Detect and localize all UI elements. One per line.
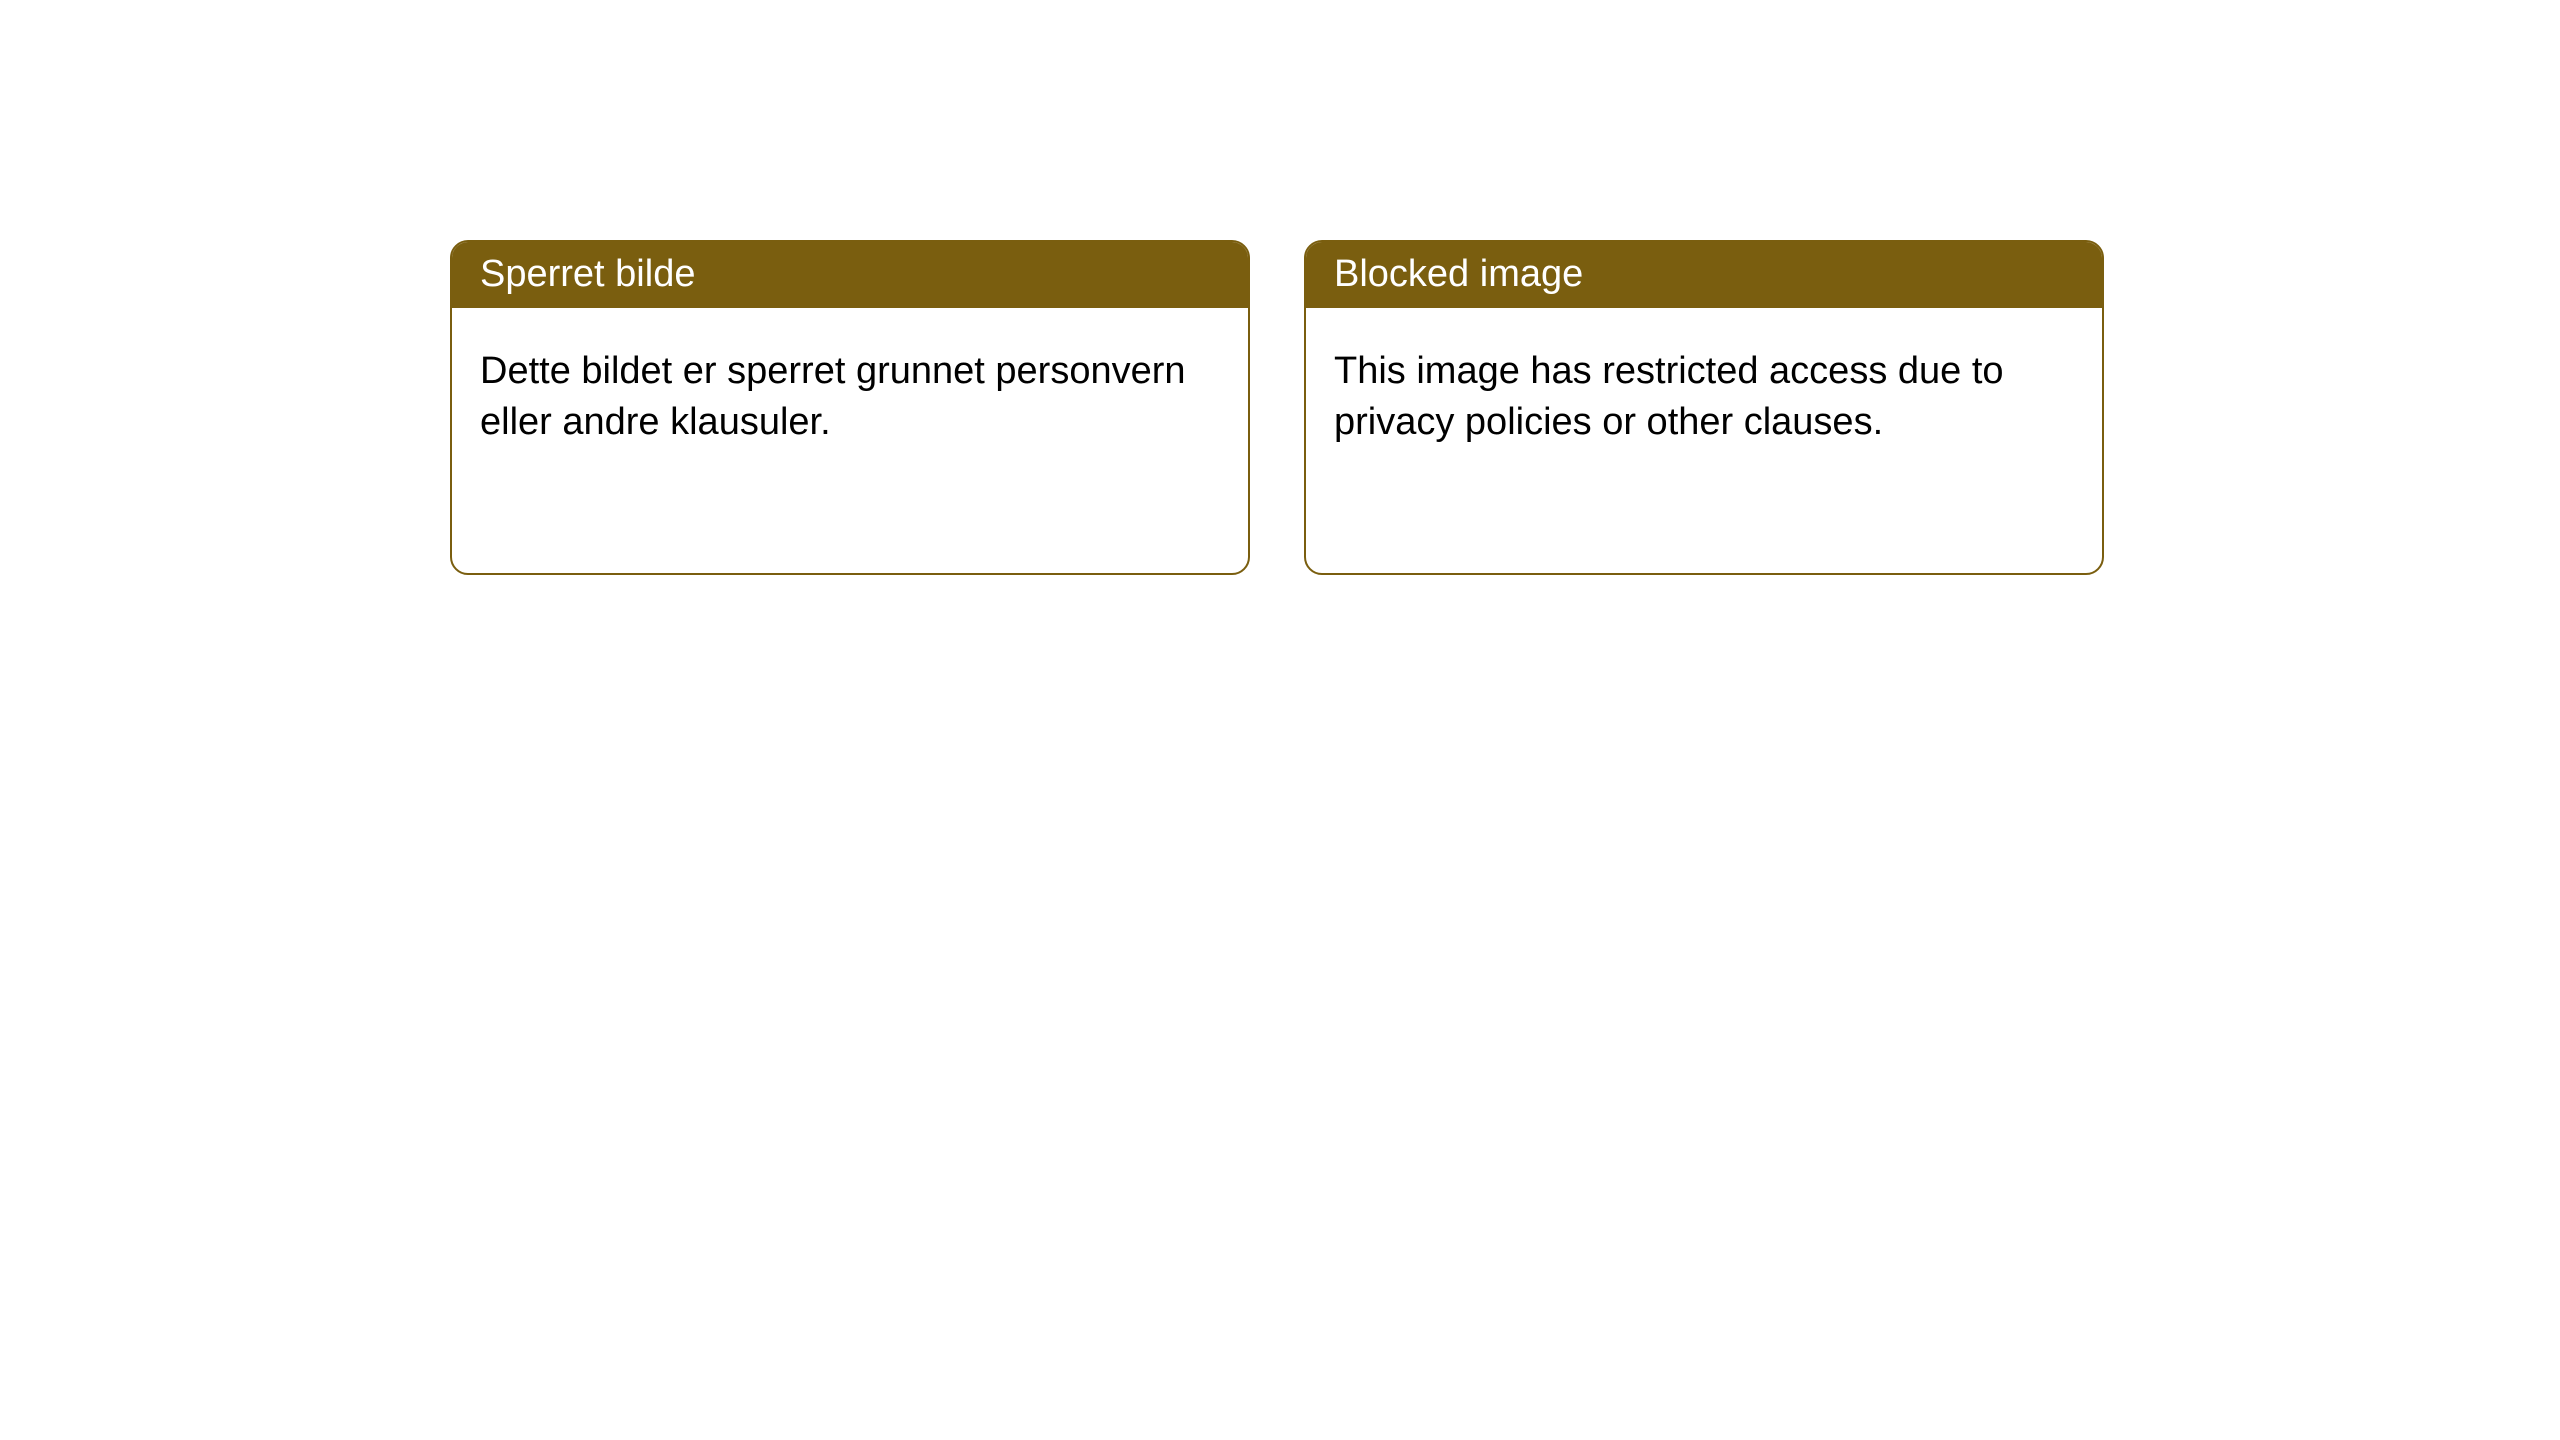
notice-header: Sperret bilde xyxy=(452,242,1248,308)
notice-title: Blocked image xyxy=(1334,253,1583,295)
notice-header: Blocked image xyxy=(1306,242,2102,308)
notice-container: Sperret bilde Dette bildet er sperret gr… xyxy=(450,240,2104,575)
notice-message: Dette bildet er sperret grunnet personve… xyxy=(480,350,1186,443)
notice-box-norwegian: Sperret bilde Dette bildet er sperret gr… xyxy=(450,240,1250,575)
notice-body: Dette bildet er sperret grunnet personve… xyxy=(452,308,1248,487)
notice-body: This image has restricted access due to … xyxy=(1306,308,2102,487)
notice-box-english: Blocked image This image has restricted … xyxy=(1304,240,2104,575)
notice-title: Sperret bilde xyxy=(480,253,695,295)
notice-message: This image has restricted access due to … xyxy=(1334,350,2004,443)
